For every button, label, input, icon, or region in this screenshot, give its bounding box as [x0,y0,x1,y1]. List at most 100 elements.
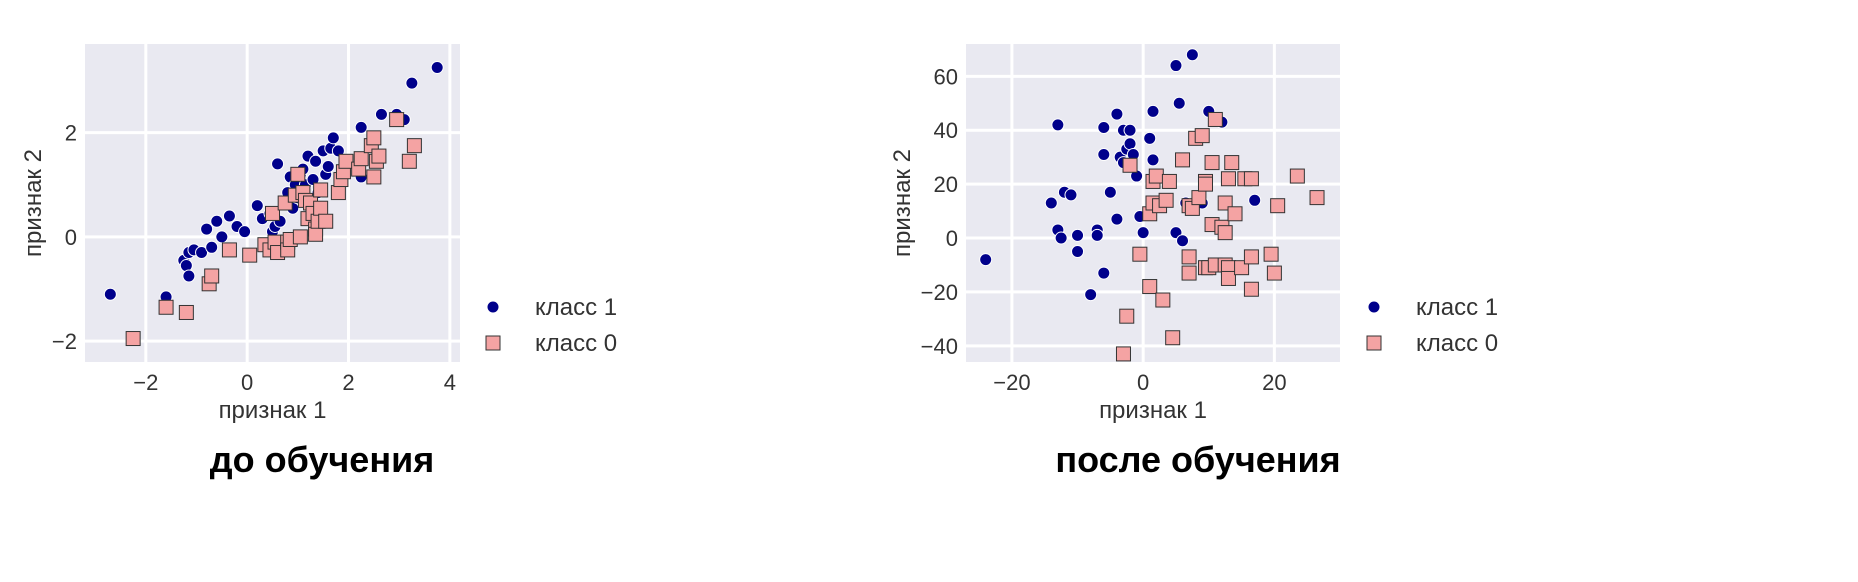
point-class-0 [1175,152,1191,168]
plot-area: −2 0 2 4 −2 0 2 признак 1 признак 2 [20,44,460,424]
point-class-1 [1071,228,1085,242]
point-class-0 [313,200,329,216]
legend-marker-class-1 [1367,300,1381,314]
chart-after-training: −20 0 20 −40 −20 0 20 40 60 признак 1 признак 2 кла… [889,44,1498,480]
legend: класс 1 класс 0 [1366,294,1498,357]
point-class-1 [1064,188,1078,202]
point-class-0 [1181,249,1197,265]
point-class-1 [1051,118,1065,132]
point-class-0 [242,247,258,263]
point-class-0 [178,304,194,320]
point-class-0 [401,153,417,169]
point-class-0 [292,229,308,245]
data-points [979,48,1325,362]
point-class-1 [1071,245,1085,259]
point-class-0 [1270,198,1286,214]
point-class-0 [1197,176,1213,192]
legend-label: класс 1 [1416,294,1498,321]
y-tick-label: 2 [65,121,77,146]
point-class-1 [1044,196,1058,210]
point-class-1 [200,222,214,236]
point-class-1 [321,160,335,174]
point-class-0 [1289,168,1305,184]
point-class-0 [1155,292,1171,308]
y-tick-label: 20 [934,172,958,197]
point-class-1 [1084,288,1098,302]
legend-marker-class-0 [485,335,501,351]
y-axis-label: признак 2 [20,149,47,257]
y-tick-label: −20 [921,280,958,305]
point-class-1 [405,76,419,90]
x-tick-label: 4 [444,370,456,395]
legend-marker-class-1 [486,300,500,314]
point-class-0 [308,226,324,242]
point-class-1 [1136,226,1150,240]
chart-caption: после обучения [1055,439,1340,480]
point-class-1 [1143,131,1157,145]
point-class-0 [1161,173,1177,189]
point-class-0 [371,148,387,164]
point-class-1 [195,246,209,260]
point-class-1 [1248,193,1262,207]
x-tick-label: 0 [1137,370,1149,395]
point-class-0 [1263,246,1279,262]
data-points [103,60,444,347]
legend-label: класс 1 [535,294,617,321]
point-class-0 [353,151,369,167]
point-class-1 [309,154,323,168]
x-axis-label: признак 1 [1099,397,1207,424]
point-class-0 [1220,270,1236,286]
point-class-0 [1122,157,1138,173]
point-class-0 [1243,171,1259,187]
point-class-0 [290,166,306,182]
point-class-0 [313,182,329,198]
y-axis-label: признак 2 [889,149,916,257]
point-class-1 [271,157,285,171]
point-class-1 [1176,234,1190,248]
point-class-0 [1243,249,1259,265]
plot-area: −20 0 20 −40 −20 0 20 40 60 признак 1 признак 2 [889,44,1340,424]
point-class-0 [1158,192,1174,208]
x-tick-label: 2 [342,370,354,395]
y-tick-label: 0 [946,226,958,251]
point-class-0 [221,242,237,258]
point-class-1 [1123,137,1137,151]
point-class-0 [389,112,405,128]
legend-marker-class-0 [1366,335,1382,351]
point-class-0 [318,213,334,229]
point-class-0 [1191,190,1207,206]
point-class-1 [1185,48,1199,62]
point-class-1 [374,107,388,121]
point-class-1 [1103,185,1117,199]
point-class-0 [1243,281,1259,297]
point-class-0 [204,268,220,284]
point-class-1 [1097,121,1111,135]
point-class-0 [1227,206,1243,222]
y-tick-label: −2 [52,329,77,354]
x-tick-label: −20 [993,370,1030,395]
point-class-0 [1207,111,1223,127]
point-class-1 [238,225,252,239]
x-axis-label: признак 1 [219,397,327,424]
point-class-0 [158,299,174,315]
y-tick-label: 0 [65,225,77,250]
x-tick-label: −2 [133,370,158,395]
point-class-0 [1148,168,1164,184]
point-class-1 [215,230,229,244]
point-class-0 [406,138,422,154]
point-class-0 [1132,246,1148,262]
point-class-0 [1181,265,1197,281]
point-class-0 [1115,346,1131,362]
point-class-1 [326,131,340,145]
point-class-1 [430,60,444,74]
point-class-1 [1110,107,1124,121]
point-class-0 [1220,171,1236,187]
point-class-1 [205,240,219,254]
point-class-0 [1217,225,1233,241]
point-class-0 [1142,279,1158,295]
point-class-1 [182,269,196,283]
point-class-0 [1165,330,1181,346]
legend-label: класс 0 [535,330,617,357]
legend: класс 1 класс 0 [485,294,617,357]
point-class-0 [330,185,346,201]
